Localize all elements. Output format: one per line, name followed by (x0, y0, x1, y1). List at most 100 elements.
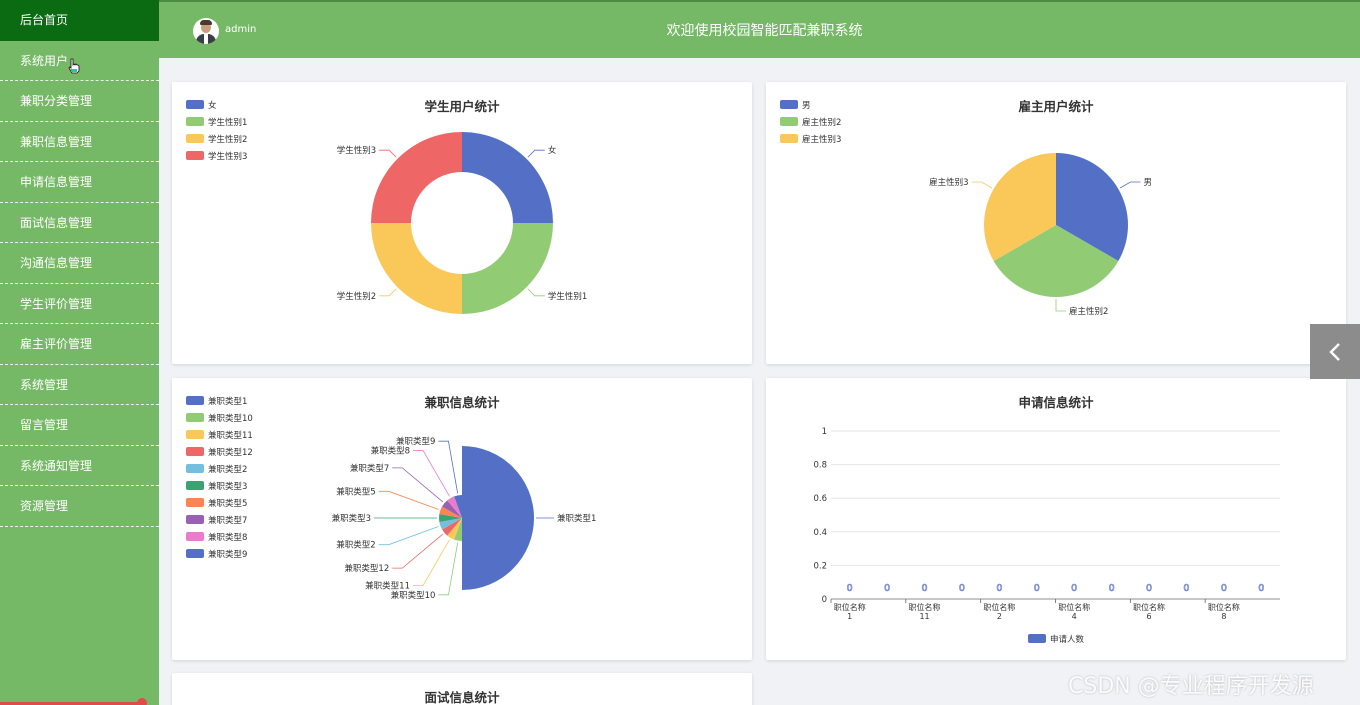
rose-slice[interactable] (462, 446, 534, 590)
x-tick-label: 8 (1221, 612, 1226, 621)
bar-value-label: 0 (847, 583, 853, 594)
sidebar-item-communication-info[interactable]: 沟通信息管理 (0, 243, 159, 284)
legend-label: 兼职类型10 (208, 413, 253, 424)
label-leader-line (438, 440, 459, 494)
x-tick-label: 职位名称 (909, 602, 941, 612)
x-tick-label: 职位名称 (1133, 602, 1165, 612)
sidebar-item-system-users[interactable]: 系统用户 (0, 41, 159, 81)
sidebar-item-interview-info[interactable]: 面试信息管理 (0, 203, 159, 243)
chart-title: 雇主用户统计 (1018, 99, 1094, 114)
slice-label: 兼职类型2 (336, 540, 375, 551)
legend-swatch (186, 396, 204, 405)
legend-swatch (186, 515, 204, 524)
rose-slice[interactable] (439, 514, 462, 522)
sidebar-item-system-management[interactable]: 系统管理 (0, 365, 159, 405)
pie-slice[interactable] (371, 132, 462, 223)
slice-label: 雇主性别3 (929, 177, 968, 188)
pie-slice[interactable] (371, 223, 462, 314)
pie-slice[interactable] (462, 132, 553, 223)
legend-item[interactable]: 女 (186, 96, 247, 113)
x-tick-label: 11 (919, 612, 929, 621)
sidebar-item-job-info[interactable]: 兼职信息管理 (0, 122, 159, 162)
legend-label: 学生性别1 (208, 117, 248, 128)
sidebar-item-home[interactable]: 后台首页 (0, 0, 159, 41)
legend-swatch (186, 151, 204, 160)
legend-item[interactable]: 雇主性别2 (780, 113, 841, 130)
sidebar-bottom-bar (0, 702, 140, 705)
legend-item[interactable]: 男 (780, 96, 841, 113)
legend-swatch[interactable] (1028, 634, 1046, 643)
legend-item[interactable]: 兼职类型12 (186, 443, 253, 460)
label-leader-line (379, 288, 397, 297)
pie-slice[interactable] (984, 153, 1056, 261)
legend-label: 男 (802, 100, 811, 111)
sidebar-item-job-category[interactable]: 兼职分类管理 (0, 81, 159, 122)
rose-slice[interactable] (442, 518, 462, 536)
rose-slice[interactable] (454, 518, 462, 541)
slice-label: 兼职类型5 (336, 486, 375, 497)
bar-value-label: 0 (1034, 583, 1040, 594)
legend-item[interactable]: 兼职类型2 (186, 460, 253, 477)
rose-slice[interactable] (442, 500, 462, 518)
username[interactable]: admin (225, 24, 257, 35)
slice-label: 男 (1143, 178, 1152, 188)
legend-item[interactable]: 兼职类型11 (186, 426, 253, 443)
legend-item[interactable]: 学生性别1 (186, 113, 247, 130)
label-leader-line (971, 181, 993, 189)
x-tick-label: 职位名称 (1058, 602, 1090, 612)
legend-label: 学生性别3 (208, 151, 248, 162)
slice-label: 学生性别2 (337, 291, 376, 302)
rose-slice[interactable] (439, 518, 462, 530)
legend-swatch (186, 430, 204, 439)
avatar[interactable] (193, 18, 219, 44)
bar-value-label: 0 (1071, 583, 1077, 594)
pie-slice[interactable] (462, 223, 553, 314)
sidebar-item-notification[interactable]: 系统通知管理 (0, 446, 159, 486)
legend-swatch (186, 100, 204, 109)
legend-item[interactable]: 兼职类型9 (186, 545, 253, 562)
sidebar-item-resources[interactable]: 资源管理 (0, 486, 159, 527)
legend-item[interactable]: 兼职类型8 (186, 528, 253, 545)
legend-item[interactable]: 兼职类型10 (186, 409, 253, 426)
sidebar-item-employer-review[interactable]: 雇主评价管理 (0, 324, 159, 365)
legend-item[interactable]: 兼职类型1 (186, 392, 253, 409)
legend-swatch (780, 100, 798, 109)
job-chart-card: 兼职信息统计 兼职类型1 兼职类型10 兼职类型11 兼职类型12 兼职类型2 兼职类型3… (172, 378, 752, 660)
rose-slice[interactable] (447, 496, 462, 518)
legend-label: 女 (208, 100, 217, 111)
legend-label: 雇主性别3 (802, 134, 842, 145)
sidebar-item-student-review[interactable]: 学生评价管理 (0, 284, 159, 324)
legend-item[interactable]: 学生性别3 (186, 147, 247, 164)
legend-item[interactable]: 兼职类型7 (186, 511, 253, 528)
legend-swatch (186, 117, 204, 126)
rose-slice[interactable] (439, 506, 462, 519)
y-tick-label: 0.2 (813, 561, 827, 571)
collapse-panel-button[interactable] (1310, 324, 1360, 379)
label-leader-line (392, 467, 444, 503)
bar-value-label: 0 (1183, 583, 1189, 594)
legend-swatch (186, 413, 204, 422)
legend-label: 兼职类型2 (208, 464, 248, 475)
legend-item[interactable]: 兼职类型3 (186, 477, 253, 494)
pie-slice[interactable] (993, 225, 1119, 297)
pie-slice[interactable] (1056, 153, 1128, 261)
sidebar-item-message[interactable]: 留言管理 (0, 405, 159, 446)
slice-label: 兼职类型9 (396, 436, 435, 447)
legend-label: 兼职类型3 (208, 481, 248, 492)
sidebar-item-application-info[interactable]: 申请信息管理 (0, 162, 159, 203)
legend-item[interactable]: 雇主性别3 (780, 130, 841, 147)
label-leader-line (1055, 299, 1066, 312)
interview-chart-card: 面试信息统计 (172, 673, 752, 705)
avatar-shirt-shape (204, 34, 208, 44)
rose-slice[interactable] (447, 518, 462, 540)
bar-value-label: 0 (1109, 583, 1115, 594)
legend-swatch (186, 134, 204, 143)
application-bar-chart: 00.20.40.60.810 0 0 0 0 0 0 0 0 0 0 0职位名称1职位名称11职位名… (813, 427, 1280, 645)
x-tick-label: 4 (1072, 612, 1077, 621)
legend-item[interactable]: 学生性别2 (186, 130, 247, 147)
legend-item[interactable]: 兼职类型5 (186, 494, 253, 511)
rose-slice[interactable] (454, 495, 462, 518)
